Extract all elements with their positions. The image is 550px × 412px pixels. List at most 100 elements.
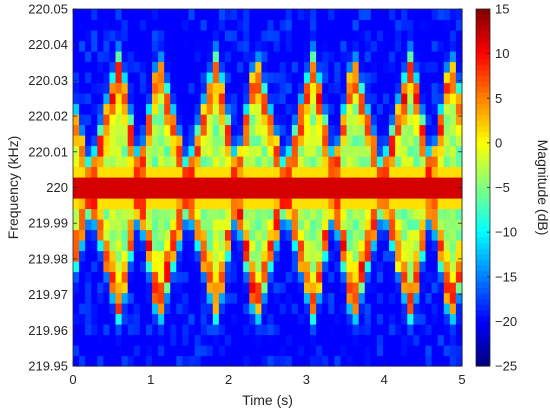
heatmap-cell	[206, 30, 214, 42]
heatmap-cell	[352, 345, 360, 357]
heatmap-cell	[103, 250, 111, 262]
heatmap-cell	[370, 19, 378, 31]
heatmap-cell	[206, 177, 214, 189]
heatmap-cell	[133, 303, 141, 315]
heatmap-cell	[370, 40, 378, 52]
x-tick-label: 2	[225, 372, 232, 387]
heatmap-cell	[346, 271, 354, 283]
heatmap-cell	[316, 156, 323, 168]
heatmap-cell	[358, 250, 366, 262]
heatmap-cell	[224, 40, 232, 52]
heatmap-cell	[346, 30, 354, 42]
heatmap-cell	[352, 135, 360, 147]
colorbar-swatch	[476, 265, 490, 272]
heatmap-cell	[261, 261, 269, 273]
heatmap-cell	[91, 324, 98, 336]
heatmap-cell	[127, 250, 135, 262]
heatmap-cell	[370, 156, 378, 168]
heatmap-cell	[437, 114, 445, 126]
heatmap-cell	[328, 198, 335, 210]
heatmap-cell	[176, 51, 184, 63]
heatmap-cell	[285, 219, 293, 231]
heatmap-cell	[121, 292, 129, 304]
heatmap-cell	[115, 19, 123, 31]
heatmap-cell	[389, 114, 396, 126]
heatmap-cell	[73, 240, 80, 252]
heatmap-cell	[322, 9, 329, 21]
heatmap-cell	[273, 187, 281, 199]
heatmap-cell	[376, 250, 384, 262]
colorbar-tick-label: 10	[495, 46, 509, 61]
heatmap-cell	[170, 135, 177, 147]
heatmap-cell	[291, 229, 299, 241]
heatmap-cell	[237, 292, 244, 304]
heatmap-cell	[364, 334, 372, 346]
heatmap-cell	[249, 177, 256, 189]
heatmap-cell	[237, 345, 244, 357]
heatmap-cell	[237, 72, 244, 84]
heatmap-cell	[139, 345, 147, 357]
heatmap-cell	[364, 208, 372, 220]
heatmap-cell	[133, 135, 141, 147]
heatmap-cell	[243, 19, 250, 31]
heatmap-cell	[109, 72, 117, 84]
heatmap-cell	[127, 61, 135, 73]
heatmap-cell	[121, 355, 129, 367]
heatmap-cell	[91, 355, 98, 367]
heatmap-cell	[109, 334, 117, 346]
heatmap-cell	[176, 103, 184, 115]
colorbar-swatch	[476, 343, 490, 350]
heatmap-cell	[133, 61, 141, 73]
heatmap-cell	[85, 250, 92, 262]
heatmap-cell	[443, 229, 451, 241]
heatmap-cell	[443, 93, 451, 105]
heatmap-cell	[370, 240, 378, 252]
heatmap-cell	[328, 103, 335, 115]
heatmap-cell	[443, 51, 451, 63]
colorbar-swatch	[476, 271, 490, 278]
heatmap-cell	[231, 103, 238, 115]
heatmap-cell	[449, 208, 457, 220]
heatmap-cell	[358, 30, 366, 42]
heatmap-cell	[316, 51, 323, 63]
heatmap-cell	[303, 124, 311, 136]
heatmap-cell	[267, 145, 275, 157]
heatmap-cell	[322, 177, 329, 189]
heatmap-cell	[303, 219, 311, 231]
heatmap-cell	[358, 345, 366, 357]
heatmap-cell	[212, 250, 220, 262]
heatmap-cell	[370, 208, 378, 220]
heatmap-cell	[109, 135, 117, 147]
heatmap-cell	[437, 355, 445, 367]
heatmap-cell	[407, 345, 414, 357]
heatmap-cell	[261, 30, 269, 42]
heatmap-cell	[152, 271, 159, 283]
heatmap-cell	[455, 208, 463, 220]
heatmap-cell	[364, 51, 372, 63]
heatmap-cell	[133, 51, 141, 63]
heatmap-cell	[206, 61, 214, 73]
heatmap-cell	[370, 313, 378, 325]
colorbar-swatch	[476, 181, 490, 189]
heatmap-cell	[261, 208, 269, 220]
heatmap-cell	[115, 187, 123, 199]
heatmap-cell	[279, 292, 287, 304]
heatmap-cell	[316, 187, 323, 199]
heatmap-cell	[85, 324, 92, 336]
heatmap-cell	[395, 198, 402, 210]
heatmap-cell	[176, 292, 184, 304]
heatmap-cell	[109, 177, 117, 189]
heatmap-cell	[395, 355, 402, 367]
heatmap-cell	[285, 40, 293, 52]
heatmap-cell	[133, 229, 141, 241]
heatmap-cell	[340, 135, 348, 147]
heatmap-cell	[334, 198, 342, 210]
heatmap-cell	[249, 156, 256, 168]
heatmap-cell	[382, 177, 390, 189]
heatmap-cell	[425, 82, 433, 94]
heatmap-cell	[340, 355, 348, 367]
heatmap-cell	[267, 82, 275, 94]
heatmap-cell	[419, 145, 427, 157]
heatmap-cell	[364, 124, 372, 136]
heatmap-cell	[255, 229, 263, 241]
